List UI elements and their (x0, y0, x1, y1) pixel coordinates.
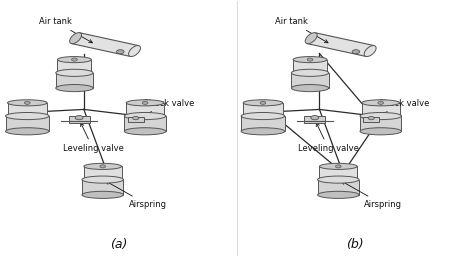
Text: Airspring: Airspring (342, 181, 402, 209)
Text: (b): (b) (346, 237, 364, 251)
Ellipse shape (124, 113, 166, 120)
Ellipse shape (126, 100, 164, 106)
Ellipse shape (293, 57, 327, 63)
Bar (6, 116, 49, 131)
Ellipse shape (128, 45, 140, 57)
Ellipse shape (292, 69, 328, 76)
Bar (363, 117, 379, 122)
Polygon shape (72, 33, 138, 57)
Bar (243, 103, 283, 116)
Circle shape (378, 101, 383, 104)
Bar (57, 60, 91, 73)
Ellipse shape (360, 128, 401, 135)
Bar (292, 73, 328, 88)
Bar (304, 116, 325, 123)
Circle shape (100, 165, 106, 168)
Bar (360, 116, 401, 131)
Text: Leveling valve: Leveling valve (298, 123, 359, 153)
Circle shape (336, 165, 341, 168)
Ellipse shape (241, 113, 285, 120)
Ellipse shape (56, 69, 93, 76)
Text: Air tank: Air tank (275, 17, 328, 43)
Bar (69, 116, 90, 123)
Bar (126, 103, 164, 116)
Ellipse shape (243, 100, 283, 106)
Text: Check valve: Check valve (139, 99, 194, 118)
Polygon shape (307, 33, 374, 57)
Bar (293, 60, 327, 73)
Bar (56, 73, 93, 88)
Ellipse shape (56, 85, 93, 92)
Bar (82, 180, 123, 195)
Ellipse shape (57, 57, 91, 63)
Circle shape (311, 115, 319, 120)
Text: Check valve: Check valve (374, 99, 430, 118)
Bar (84, 166, 121, 180)
Text: (a): (a) (110, 237, 128, 251)
Ellipse shape (360, 113, 401, 120)
Circle shape (368, 116, 374, 120)
Text: Airspring: Airspring (106, 181, 167, 209)
Ellipse shape (318, 191, 359, 198)
Bar (8, 103, 47, 116)
Text: Leveling valve: Leveling valve (63, 123, 124, 153)
Ellipse shape (82, 191, 123, 198)
Bar (362, 103, 400, 116)
Circle shape (133, 116, 139, 120)
Circle shape (72, 58, 77, 61)
Bar (124, 116, 166, 131)
Bar (318, 180, 359, 195)
Ellipse shape (84, 163, 121, 169)
Circle shape (260, 101, 266, 104)
Ellipse shape (305, 33, 317, 44)
Circle shape (307, 58, 313, 61)
Circle shape (75, 115, 83, 120)
Bar (319, 166, 357, 180)
Ellipse shape (70, 33, 82, 44)
Ellipse shape (292, 85, 328, 92)
Ellipse shape (124, 128, 166, 135)
Ellipse shape (241, 128, 285, 135)
Ellipse shape (319, 163, 357, 169)
Circle shape (142, 101, 148, 104)
Ellipse shape (364, 45, 376, 57)
Ellipse shape (6, 113, 49, 120)
Bar (241, 116, 285, 131)
Ellipse shape (6, 128, 49, 135)
Ellipse shape (82, 176, 123, 183)
Bar (128, 117, 144, 122)
Circle shape (117, 50, 124, 54)
Circle shape (352, 50, 360, 54)
Circle shape (25, 101, 30, 104)
Ellipse shape (362, 100, 400, 106)
Ellipse shape (318, 176, 359, 183)
Text: Air tank: Air tank (39, 17, 92, 43)
Ellipse shape (8, 100, 47, 106)
